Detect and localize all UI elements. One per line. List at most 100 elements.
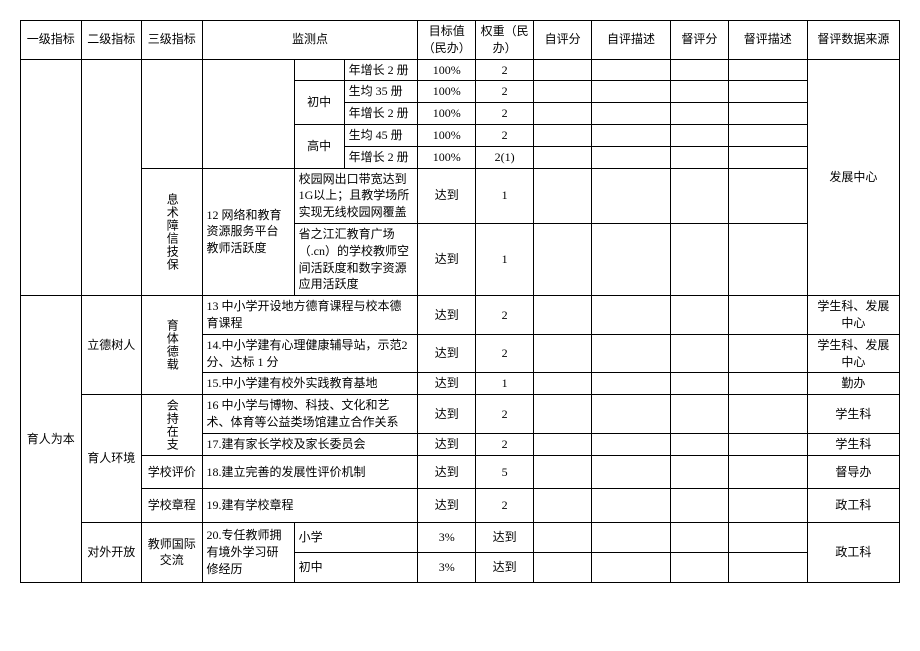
cell	[670, 296, 728, 335]
h-c11: 督评数据来源	[807, 21, 899, 60]
h-c5: 目标值（民办）	[418, 21, 476, 60]
cell: 达到	[418, 334, 476, 373]
cell	[728, 523, 807, 553]
c1-blank	[21, 59, 82, 296]
src-cell: 政工科	[807, 489, 899, 523]
cell	[592, 489, 671, 523]
cell	[592, 433, 671, 455]
cell	[592, 296, 671, 335]
src-cell: 学生科	[807, 395, 899, 434]
table-row: 学校评价 18.建立完善的发展性评价机制 达到 5 督导办	[21, 455, 900, 489]
cell: 100%	[418, 124, 476, 146]
cell	[670, 433, 728, 455]
h-c1: 一级指标	[21, 21, 82, 60]
cell	[670, 59, 728, 81]
cell	[534, 223, 592, 295]
table-row: 年增长 2 册 100% 2 发展中心	[21, 59, 900, 81]
cell: 达到	[418, 168, 476, 223]
h-c7: 自评分	[534, 21, 592, 60]
cell: 2	[476, 433, 534, 455]
cell	[534, 59, 592, 81]
cell	[592, 523, 671, 553]
cell	[670, 124, 728, 146]
c3-vert: 息术障信技保	[142, 168, 203, 296]
h-c3: 三级指标	[142, 21, 203, 60]
cell	[728, 59, 807, 81]
cell: 年增长 2 册	[344, 103, 418, 125]
cell	[534, 523, 592, 553]
cell: 达到	[418, 433, 476, 455]
cell	[534, 296, 592, 335]
cell	[534, 103, 592, 125]
cell: 达到	[476, 523, 534, 553]
c3-cell: 教师国际交流	[142, 523, 203, 583]
m1-blank	[202, 59, 294, 168]
cell	[670, 373, 728, 395]
cell: 20.专任教师拥有境外学习研修经历	[202, 523, 294, 583]
c3-cell: 学校章程	[142, 489, 203, 523]
cell	[534, 455, 592, 489]
h-c9: 督评分	[670, 21, 728, 60]
cell	[670, 223, 728, 295]
cell: 100%	[418, 103, 476, 125]
cell: 16 中小学与博物、科技、文化和艺术、体育等公益类场馆建立合作关系	[202, 395, 418, 434]
cell: 年增长 2 册	[344, 146, 418, 168]
cell	[534, 552, 592, 582]
cell	[728, 168, 807, 223]
cell: 3%	[418, 523, 476, 553]
cell	[592, 124, 671, 146]
cell	[670, 146, 728, 168]
cell	[728, 334, 807, 373]
c3-blank	[142, 59, 203, 168]
cell	[592, 334, 671, 373]
cell: 生均 35 册	[344, 81, 418, 103]
cell	[670, 334, 728, 373]
cell: 达到	[418, 373, 476, 395]
cell	[670, 81, 728, 103]
m2-blank	[294, 59, 344, 81]
cell: 校园网出口带宽达到 1G以上；且教学场所实现无线校园网覆盖	[294, 168, 418, 223]
cell	[728, 296, 807, 335]
cell	[592, 455, 671, 489]
src-cell: 督导办	[807, 455, 899, 489]
table-row: 育人为本 立德树人 育体德载 13 中小学开设地方德育课程与校本德育课程 达到 …	[21, 296, 900, 335]
cell	[670, 523, 728, 553]
indicator-table: 一级指标 二级指标 三级指标 监测点 目标值（民办） 权重（民办） 自评分 自评…	[20, 20, 900, 583]
cell	[534, 373, 592, 395]
cell: 100%	[418, 59, 476, 81]
src-cell: 政工科	[807, 523, 899, 583]
cell	[728, 552, 807, 582]
h-c8: 自评描述	[592, 21, 671, 60]
cell	[534, 146, 592, 168]
cell	[728, 146, 807, 168]
table-row: 对外开放 教师国际交流 20.专任教师拥有境外学习研修经历 小学 3% 达到 政…	[21, 523, 900, 553]
cell	[534, 168, 592, 223]
cell	[592, 552, 671, 582]
cell	[670, 395, 728, 434]
cell: 小学	[294, 523, 418, 553]
c2-lide: 立德树人	[81, 296, 142, 395]
cell: 初中	[294, 81, 344, 125]
cell	[534, 395, 592, 434]
cell: 19.建有学校章程	[202, 489, 418, 523]
cell	[728, 223, 807, 295]
cell: 年增长 2 册	[344, 59, 418, 81]
h-c6: 权重（民办）	[476, 21, 534, 60]
header-row: 一级指标 二级指标 三级指标 监测点 目标值（民办） 权重（民办） 自评分 自评…	[21, 21, 900, 60]
cell	[670, 489, 728, 523]
h-c10: 督评描述	[728, 21, 807, 60]
table-row: 学校章程 19.建有学校章程 达到 2 政工科	[21, 489, 900, 523]
cell: 14.中小学建有心理健康辅导站，示范2 分、达标 1 分	[202, 334, 418, 373]
cell: 高中	[294, 124, 344, 168]
cell	[728, 373, 807, 395]
cell	[534, 81, 592, 103]
cell	[534, 489, 592, 523]
cell: 18.建立完善的发展性评价机制	[202, 455, 418, 489]
c3-vert: 育体德载	[142, 296, 203, 395]
cell	[670, 455, 728, 489]
cell	[670, 103, 728, 125]
cell	[592, 146, 671, 168]
cell	[592, 168, 671, 223]
cell	[592, 103, 671, 125]
cell	[728, 124, 807, 146]
